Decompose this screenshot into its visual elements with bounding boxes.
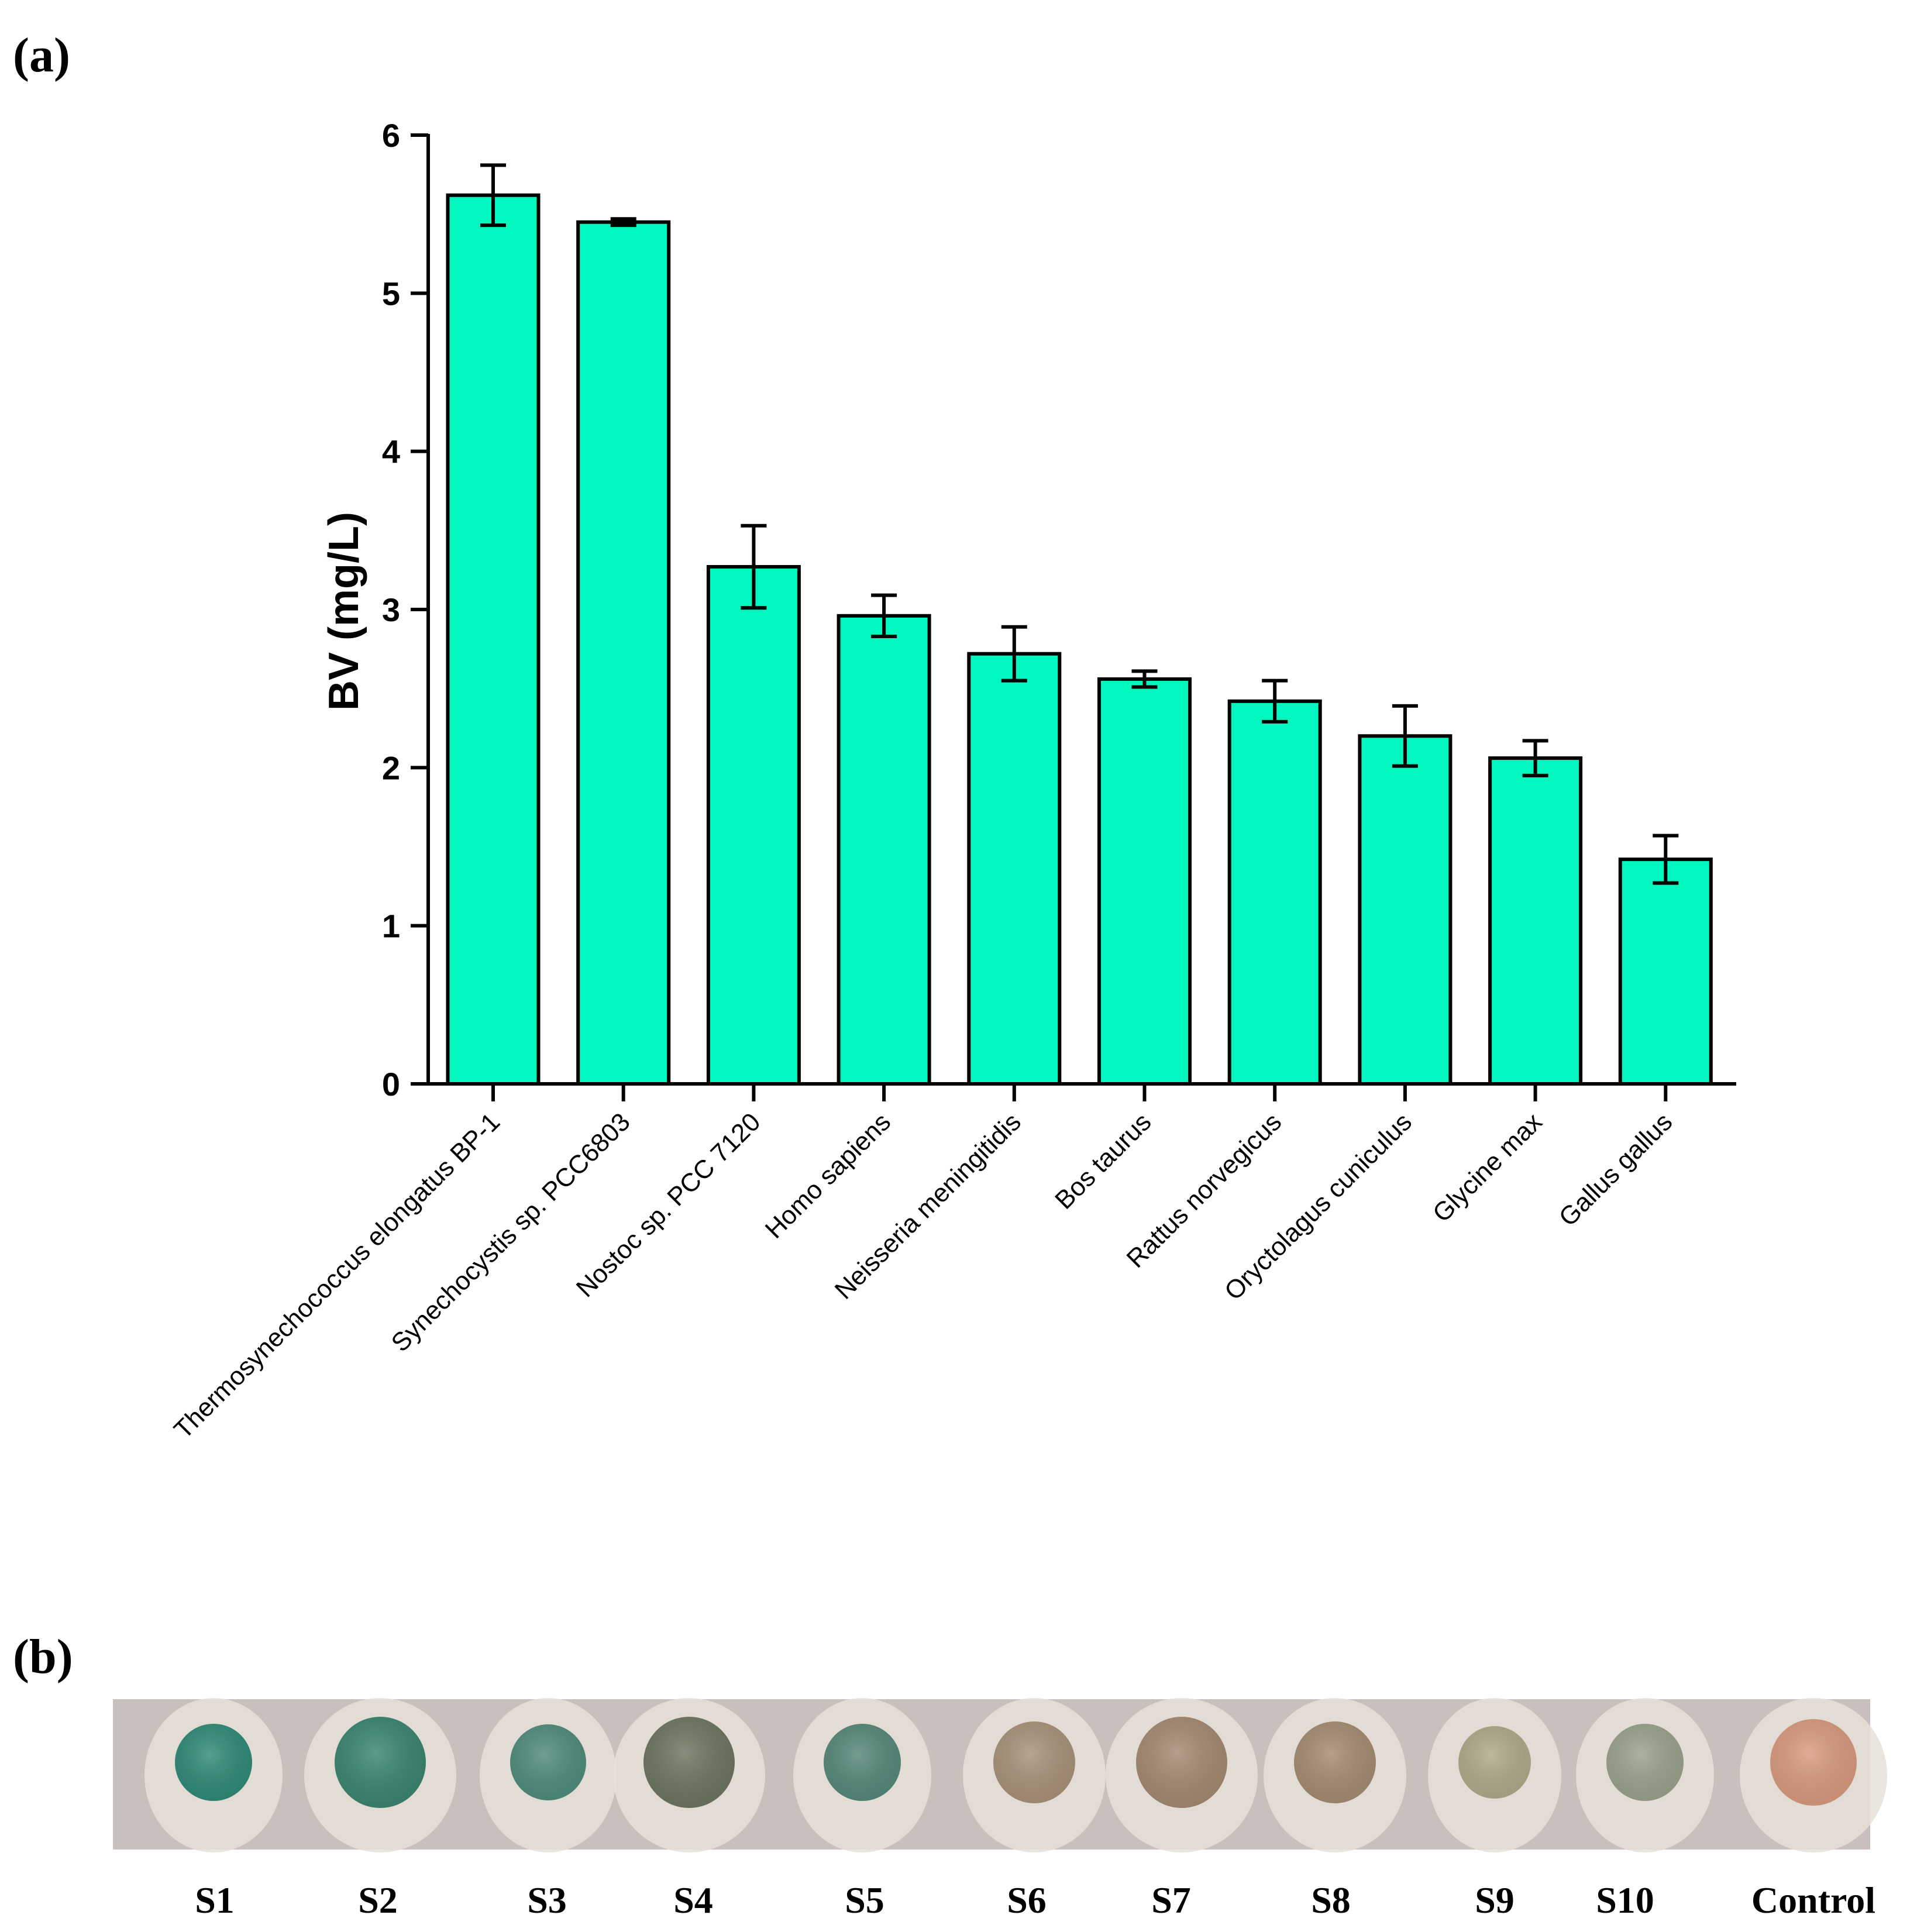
bars [446,193,1713,1086]
sample-label: S2 [358,1879,398,1921]
x-category-label: Synechocystis sp. PCC6803 [386,1107,636,1357]
sample-spot-shade [1136,1717,1227,1808]
sample-spot-shade [643,1717,735,1808]
sample-label: S1 [195,1879,235,1921]
y-tick-label: 6 [382,117,400,154]
sample-label: S5 [845,1879,884,1921]
error-bars [480,163,1679,885]
y-tick-label: 2 [382,749,400,786]
sample-label: S9 [1475,1879,1515,1921]
bar [446,193,541,1086]
bar [1227,699,1322,1086]
sample-label: S10 [1596,1879,1654,1921]
sample-spot-shade [175,1724,252,1801]
sample-spot-shade [1458,1726,1531,1799]
sample-label: S7 [1151,1879,1191,1921]
y-tick-label: 3 [382,591,400,628]
bar [1097,677,1192,1086]
x-category-label: Bos taurus [1049,1107,1157,1214]
sample-labels: S1 S2 S3 S4 S5 S6 S7 S8 S9 S10 Control [195,1879,1875,1921]
bar [967,652,1062,1086]
x-axis [426,1082,1736,1101]
sample-spots [144,1698,1887,1852]
sample-spot-shade [335,1717,426,1808]
y-axis-title: BV (mg/L) [321,512,367,711]
sample-spot-shade [1294,1721,1376,1803]
sample-label: S4 [673,1879,713,1921]
y-axis: 0 1 2 3 4 5 6 [382,117,430,1103]
sample-label: S3 [527,1879,567,1921]
bar [837,614,931,1086]
bar [706,565,801,1086]
sample-label: S8 [1311,1879,1351,1921]
panel-a-label: (a) [13,28,70,82]
category-labels: Thermosynechococcus elongatus BP-1Synech… [168,1107,1678,1444]
x-category-label: Glycine max [1427,1107,1548,1228]
sample-spot-shade [993,1721,1075,1803]
x-category-label: Gallus gallus [1554,1107,1678,1232]
sample-spot-shade [1606,1724,1684,1801]
y-tick-label: 1 [382,908,400,945]
panel-b-label: (b) [13,1630,73,1684]
sample-spot-shade [824,1724,901,1801]
sample-label: Control [1751,1879,1875,1921]
sample-label: S6 [1007,1879,1047,1921]
sample-spot-shade [1770,1719,1857,1806]
x-category-label: Homo sapiens [760,1107,897,1244]
y-tick-label: 4 [382,433,400,470]
bar [1358,734,1453,1086]
sample-spot-shade [510,1724,586,1800]
bar [1618,857,1713,1086]
bar [576,220,671,1086]
y-tick-label: 0 [382,1066,400,1103]
bar [1488,756,1583,1086]
y-tick-label: 5 [382,275,400,312]
